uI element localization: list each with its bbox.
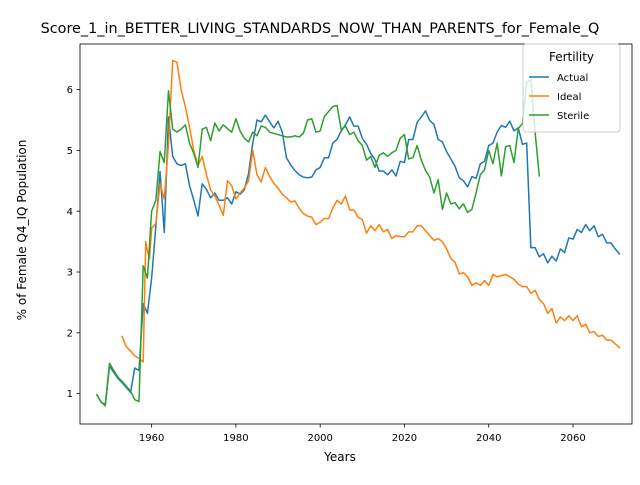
plot-area: 1960 1980 2000 2020 2040 2060 1 2 3 4 5 6 bbox=[67, 43, 633, 444]
series-line-sterile bbox=[95, 79, 541, 407]
legend-label-sterile: Sterile bbox=[557, 111, 589, 122]
legend-label-actual: Actual bbox=[557, 73, 588, 84]
x-tick-label: 2040 bbox=[476, 433, 501, 444]
legend-entries: Actual Ideal Sterile bbox=[529, 73, 589, 122]
y-tick-label: 1 bbox=[67, 389, 73, 400]
x-tick-label: 1980 bbox=[223, 433, 248, 444]
legend: Fertility Actual Ideal Sterile bbox=[522, 43, 621, 133]
y-tick-label: 5 bbox=[67, 146, 73, 157]
x-tick-label: 2000 bbox=[307, 433, 332, 444]
x-axis-label: Years bbox=[323, 450, 356, 464]
legend-title: Fertility bbox=[549, 50, 594, 64]
y-tick-label: 3 bbox=[67, 268, 73, 279]
chart-title: Score_1_in_BETTER_LIVING_STANDARDS_NOW_T… bbox=[41, 21, 600, 37]
x-tick-label: 1960 bbox=[139, 433, 164, 444]
x-axis: 1960 1980 2000 2020 2040 2060 bbox=[139, 424, 586, 444]
y-tick-label: 6 bbox=[67, 85, 73, 96]
legend-label-ideal: Ideal bbox=[557, 92, 581, 103]
plot-frame bbox=[79, 43, 633, 425]
series-line-actual bbox=[95, 110, 621, 406]
y-tick-label: 4 bbox=[67, 207, 73, 218]
x-tick-label: 2060 bbox=[560, 433, 585, 444]
series-layer bbox=[95, 59, 621, 407]
legend-box bbox=[522, 43, 621, 133]
y-tick-label: 2 bbox=[67, 328, 73, 339]
y-axis-label: % of Female Q4_IQ Population bbox=[15, 140, 29, 321]
x-tick-label: 2020 bbox=[392, 433, 417, 444]
y-axis: 1 2 3 4 5 6 bbox=[67, 85, 80, 400]
